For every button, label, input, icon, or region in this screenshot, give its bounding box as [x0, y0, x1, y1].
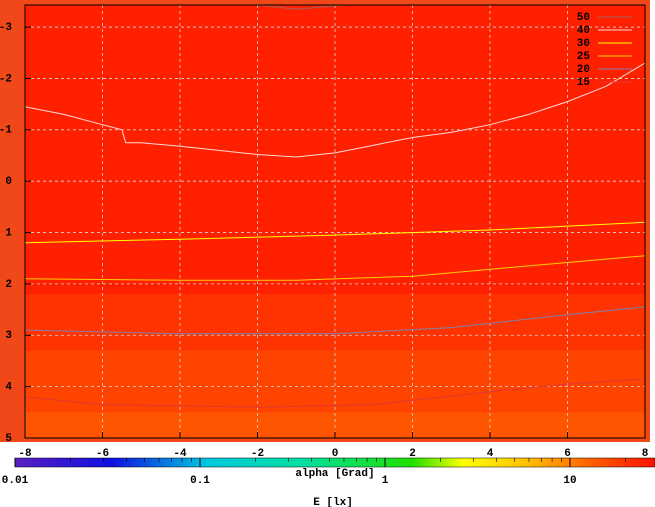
colorbar-tick-label: 10: [563, 475, 576, 487]
x-tick-label: 4: [487, 448, 494, 460]
colorbar-tick-label: 0.1: [190, 475, 210, 487]
y-tick-label: 3: [5, 330, 12, 342]
contour-line: [24, 255, 646, 281]
colorbar: [14, 457, 655, 468]
colorbar-tick-label: 0.01: [2, 475, 29, 487]
y-tick-label: 0: [5, 176, 12, 188]
legend-label: 40: [577, 25, 590, 37]
y-tick-label: -3: [0, 22, 12, 34]
y-tick-label: 4: [5, 382, 12, 394]
y-tick-label: 1: [5, 227, 12, 239]
legend-label: 20: [577, 64, 590, 76]
legend-label: 15: [577, 77, 591, 89]
y-tick-label: 2: [5, 279, 12, 291]
x-tick-label: 8: [642, 448, 649, 460]
x-tick-label: -8: [18, 448, 32, 460]
colorbar-axis: 0.01 0.1 1 10: [2, 458, 627, 487]
x-tick-label: 2: [409, 448, 416, 460]
colorbar-label: alpha [Grad]: [295, 468, 374, 480]
y-tick-label: -1: [0, 125, 12, 137]
legend-label: 25: [577, 51, 591, 63]
x-tick-label: -4: [173, 448, 187, 460]
x-tick-label: -6: [96, 448, 109, 460]
legend-label: 30: [577, 38, 590, 50]
contour-line: [24, 306, 646, 335]
x-tick-label: 0: [332, 448, 339, 460]
colorbar-x-label: E [lx]: [313, 497, 353, 507]
y-tick-label: 5: [5, 433, 12, 445]
contour-line: [257, 4, 343, 10]
y-tick-label: -2: [0, 73, 12, 85]
legend-label: 50: [577, 12, 590, 24]
contour-line: [24, 221, 646, 244]
colorbar-tick-label: 1: [382, 475, 389, 487]
contour-line: [24, 378, 646, 408]
x-tick-label: 6: [564, 448, 571, 460]
x-tick-label: -2: [251, 448, 264, 460]
contour-line: [24, 62, 646, 158]
